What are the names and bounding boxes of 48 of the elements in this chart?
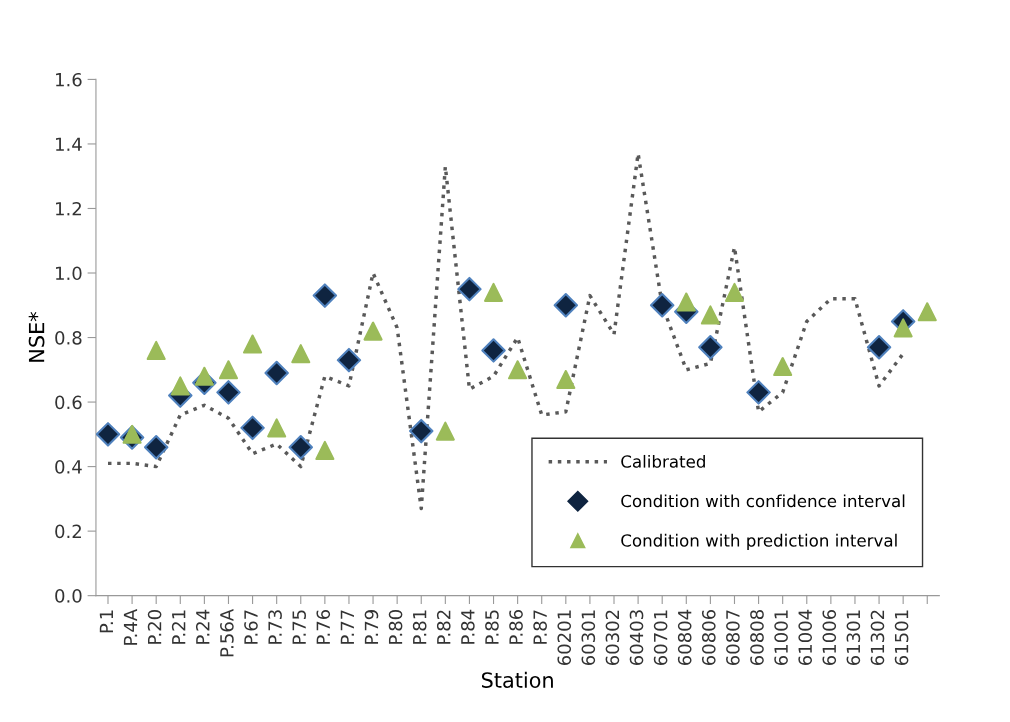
x-tick-label: P.77 xyxy=(340,610,354,644)
y-axis-title: NSE* xyxy=(28,311,45,362)
x-tick-label: P.82 xyxy=(436,610,451,644)
y-tick-label: 0.6 xyxy=(55,395,82,410)
y-tick-label: 1.6 xyxy=(56,72,82,87)
legend-label: Condition with confidence interval xyxy=(621,494,905,508)
x-tick-label: 60804 xyxy=(677,609,692,666)
x-tick-label: 60302 xyxy=(605,610,620,666)
x-tick-label: 60201 xyxy=(557,610,572,666)
x-tick-label: 61006 xyxy=(822,609,837,666)
x-tick-label: 60806 xyxy=(701,609,716,666)
legend-label: Condition with prediction interval xyxy=(621,533,897,550)
y-tick-label: 1.0 xyxy=(56,266,82,281)
x-tick-label: P.87 xyxy=(533,610,547,644)
x-tick-label: P.24 xyxy=(195,609,210,644)
x-tick-label: P.67 xyxy=(244,610,258,644)
y-tick-label: 1.4 xyxy=(56,137,82,151)
x-tick-label: 61004 xyxy=(798,609,813,666)
x-tick-label: 60807 xyxy=(726,610,740,666)
legend-label: Calibrated xyxy=(621,454,705,468)
y-tick-label: 0.0 xyxy=(55,589,82,603)
x-tick-label: 60808 xyxy=(750,610,764,666)
y-tick-label: 0.4 xyxy=(55,460,82,474)
x-tick-label: P.85 xyxy=(485,610,499,644)
x-tick-label: P.4A xyxy=(123,608,138,645)
y-tick-label: 0.8 xyxy=(55,330,82,345)
x-tick-label: P.56A xyxy=(220,608,234,657)
y-tick-label: 0.2 xyxy=(55,524,81,539)
x-tick-label: P.1 xyxy=(99,610,113,633)
x-tick-label: P.76 xyxy=(316,609,331,644)
x-tick-label: P.21 xyxy=(171,610,186,644)
x-tick-label: 61501 xyxy=(894,610,909,666)
x-tick-label: 60403 xyxy=(629,610,644,666)
x-tick-label: P.75 xyxy=(292,610,306,644)
x-tick-label: P.86 xyxy=(509,609,523,644)
x-tick-label: P.20 xyxy=(147,610,162,644)
x-tick-label: P.84 xyxy=(461,609,475,644)
x-tick-label: 61301 xyxy=(846,610,861,666)
y-tick-label: 1.2 xyxy=(56,201,81,216)
x-tick-label: 60301 xyxy=(581,610,596,666)
x-tick-label: 61302 xyxy=(870,610,885,666)
x-tick-label: P.79 xyxy=(364,610,379,644)
x-tick-label: P.73 xyxy=(268,610,282,644)
x-tick-label: 61001 xyxy=(774,610,788,666)
x-tick-label: P.80 xyxy=(388,610,403,644)
x-tick-label: P.81 xyxy=(412,610,427,644)
x-tick-label: 60701 xyxy=(653,610,668,666)
x-axis-title: Station xyxy=(481,671,553,688)
